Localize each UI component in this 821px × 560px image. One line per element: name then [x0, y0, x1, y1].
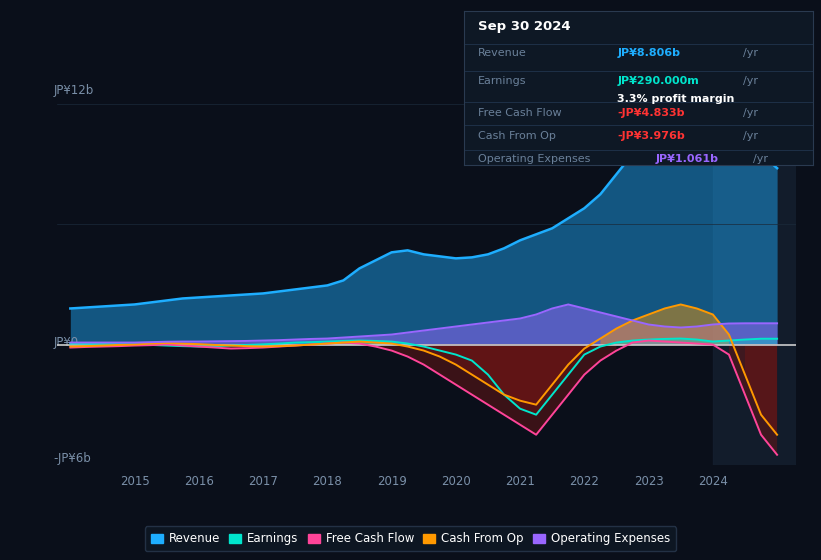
- Text: Revenue: Revenue: [478, 48, 526, 58]
- Text: /yr: /yr: [743, 76, 758, 86]
- Text: Operating Expenses: Operating Expenses: [478, 155, 590, 165]
- Text: -JP¥6b: -JP¥6b: [54, 452, 91, 465]
- Text: -JP¥4.833b: -JP¥4.833b: [617, 108, 685, 118]
- Text: /yr: /yr: [743, 132, 758, 141]
- Bar: [713, 84, 796, 465]
- Text: Earnings: Earnings: [478, 76, 526, 86]
- Text: JP¥0: JP¥0: [54, 335, 79, 349]
- Text: JP¥12b: JP¥12b: [54, 84, 94, 97]
- Text: JP¥8.806b: JP¥8.806b: [617, 48, 681, 58]
- Legend: Revenue, Earnings, Free Cash Flow, Cash From Op, Operating Expenses: Revenue, Earnings, Free Cash Flow, Cash …: [145, 526, 676, 551]
- Text: /yr: /yr: [743, 48, 758, 58]
- Text: Cash From Op: Cash From Op: [478, 132, 556, 141]
- Text: Sep 30 2024: Sep 30 2024: [478, 21, 571, 34]
- Text: JP¥1.061b: JP¥1.061b: [656, 155, 718, 165]
- Text: JP¥290.000m: JP¥290.000m: [617, 76, 699, 86]
- Text: Free Cash Flow: Free Cash Flow: [478, 108, 562, 118]
- Text: -JP¥3.976b: -JP¥3.976b: [617, 132, 686, 141]
- Text: 3.3% profit margin: 3.3% profit margin: [617, 95, 735, 104]
- Text: /yr: /yr: [743, 108, 758, 118]
- Text: /yr: /yr: [754, 155, 768, 165]
